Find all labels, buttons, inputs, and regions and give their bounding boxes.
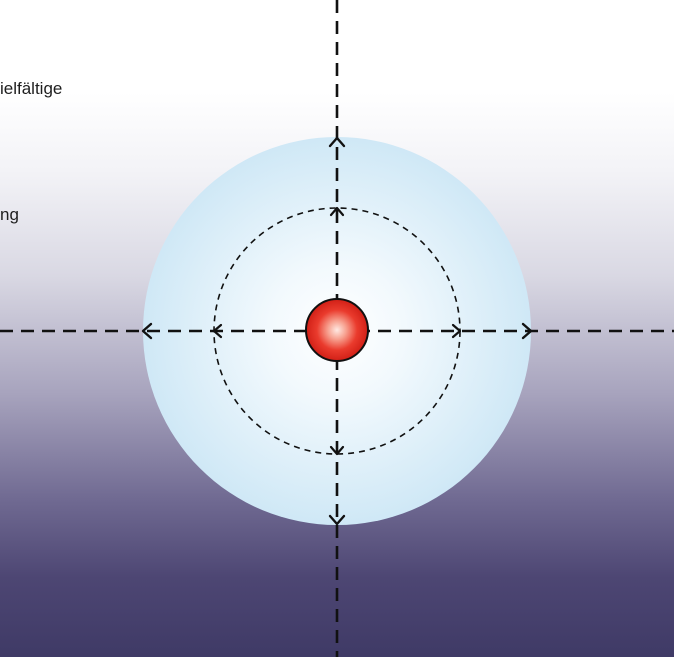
inner-arrow-heads bbox=[212, 206, 462, 456]
arrow-down-outer-icon bbox=[328, 514, 346, 526]
text-fragment-top: ielfältige bbox=[0, 79, 63, 98]
text-fragment-middle: ng bbox=[0, 205, 19, 224]
arrow-right-inner-icon bbox=[451, 323, 462, 339]
arrow-up-inner-icon bbox=[329, 206, 345, 217]
outer-arrow-heads bbox=[141, 136, 533, 526]
arrow-up-outer-icon bbox=[328, 136, 346, 148]
arrow-down-inner-icon bbox=[329, 445, 345, 456]
arrow-left-outer-icon bbox=[141, 322, 153, 340]
red-particle-icon bbox=[305, 298, 369, 362]
arrow-left-inner-icon bbox=[212, 323, 223, 339]
arrow-right-outer-icon bbox=[521, 322, 533, 340]
